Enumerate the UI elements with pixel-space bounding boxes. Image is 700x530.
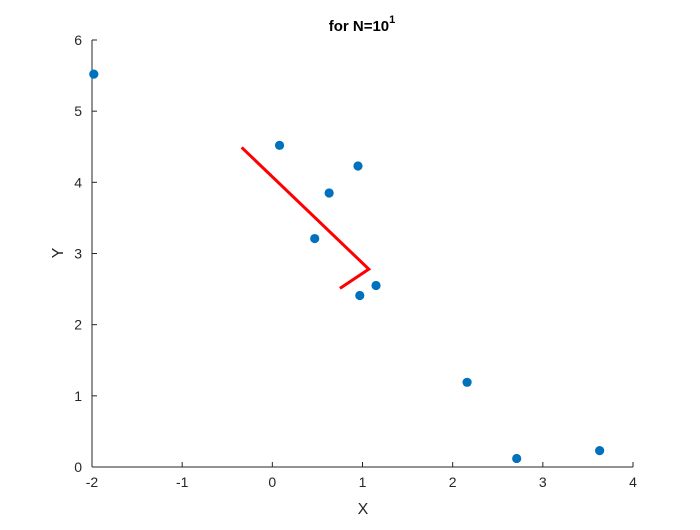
x-tick-label: 0 bbox=[268, 474, 276, 490]
y-tick-label: 2 bbox=[74, 317, 82, 333]
y-tick-label: 4 bbox=[74, 174, 82, 190]
axes: -2 -1 0 1 2 3 4 0 1 2 3 4 5 6 bbox=[74, 32, 637, 490]
y-tick-label: 5 bbox=[74, 103, 82, 119]
x-tick-label: 1 bbox=[359, 474, 367, 490]
chart-title: for N=101 bbox=[329, 14, 396, 35]
data-point bbox=[274, 140, 285, 150]
x-tick-label: 2 bbox=[449, 474, 457, 490]
data-point bbox=[462, 377, 472, 387]
x-axis-label: X bbox=[358, 501, 369, 518]
data-point bbox=[512, 453, 522, 464]
data-point bbox=[89, 69, 99, 79]
x-tick-label: 3 bbox=[539, 474, 547, 490]
y-tick-label: 0 bbox=[74, 459, 82, 475]
data-point bbox=[371, 280, 381, 291]
y-tick-label: 6 bbox=[74, 32, 82, 48]
x-tick-label: 4 bbox=[629, 474, 637, 490]
y-tick-label: 3 bbox=[74, 246, 82, 262]
x-tick-label: -2 bbox=[86, 474, 99, 490]
data-point bbox=[353, 161, 363, 171]
data-point bbox=[595, 446, 605, 456]
fit-line bbox=[240, 146, 372, 290]
plot-area bbox=[89, 69, 605, 464]
x-tick-label: -1 bbox=[176, 474, 189, 490]
y-tick-label: 1 bbox=[74, 388, 82, 404]
data-point bbox=[355, 290, 365, 301]
y-axis-label: Y bbox=[50, 247, 67, 258]
chart-title-superscript: 1 bbox=[389, 14, 395, 26]
data-point bbox=[324, 188, 334, 198]
data-point bbox=[310, 233, 320, 244]
